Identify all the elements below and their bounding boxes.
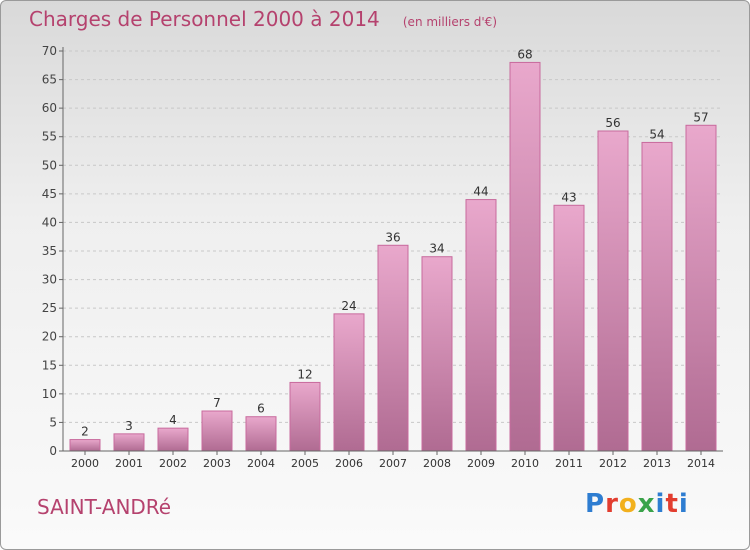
- bar: [421, 256, 453, 452]
- x-tick-label: 2014: [687, 457, 715, 470]
- x-tick-label: 2013: [643, 457, 671, 470]
- bar: [333, 313, 365, 452]
- x-tick-label: 2005: [291, 457, 319, 470]
- bar: [289, 381, 321, 452]
- x-tick-label: 2008: [423, 457, 451, 470]
- y-tick-label: 30: [42, 273, 57, 287]
- proxiti-logo: Proxiti: [585, 489, 689, 519]
- data-label: 6: [257, 402, 265, 416]
- y-tick-label: 5: [49, 415, 57, 429]
- y-tick-label: 35: [42, 244, 57, 258]
- bar: [685, 124, 717, 452]
- x-tick-label: 2006: [335, 457, 363, 470]
- bar: [377, 244, 409, 452]
- data-label: 36: [385, 230, 400, 244]
- data-label: 54: [649, 127, 664, 141]
- x-tick-label: 2000: [71, 457, 99, 470]
- y-tick-label: 25: [42, 301, 57, 315]
- y-tick-label: 10: [42, 387, 57, 401]
- bar: [201, 410, 233, 452]
- bar: [465, 199, 497, 452]
- y-tick-label: 45: [42, 187, 57, 201]
- y-tick-label: 70: [42, 44, 57, 58]
- x-tick-label: 2009: [467, 457, 495, 470]
- x-tick-label: 2010: [511, 457, 539, 470]
- data-label: 2: [81, 425, 89, 439]
- logo-letter: P: [585, 489, 606, 519]
- place-name: SAINT-ANDRé: [37, 495, 172, 519]
- data-label: 4: [169, 413, 177, 427]
- bar: [597, 130, 629, 452]
- logo-letter: o: [618, 489, 638, 519]
- chart-title: Charges de Personnel 2000 à 2014: [29, 7, 380, 31]
- bar: [157, 427, 189, 452]
- y-tick-label: 50: [42, 158, 57, 172]
- logo-letter: r: [605, 489, 619, 519]
- data-label: 3: [125, 419, 133, 433]
- y-tick-label: 65: [42, 73, 57, 87]
- y-tick-label: 55: [42, 130, 57, 144]
- data-label: 57: [693, 110, 708, 124]
- bar: [509, 61, 541, 452]
- x-tick-label: 2001: [115, 457, 143, 470]
- data-label: 12: [297, 367, 312, 381]
- y-tick-label: 20: [42, 330, 57, 344]
- bar: [245, 416, 277, 452]
- title-row: Charges de Personnel 2000 à 2014 (en mil…: [29, 7, 497, 31]
- chart-subtitle: (en milliers d'€): [402, 15, 497, 29]
- logo-letter: i: [678, 489, 689, 519]
- y-tick-label: 40: [42, 215, 57, 229]
- data-label: 34: [429, 242, 444, 256]
- data-label: 43: [561, 190, 576, 204]
- bar: [641, 141, 673, 452]
- y-tick-label: 15: [42, 358, 57, 372]
- bar: [113, 433, 145, 452]
- x-tick-label: 2011: [555, 457, 583, 470]
- logo-letter: i: [655, 489, 666, 519]
- x-tick-label: 2003: [203, 457, 231, 470]
- data-label: 56: [605, 116, 620, 130]
- data-label: 7: [213, 396, 221, 410]
- y-tick-label: 0: [49, 444, 57, 458]
- bars: [69, 61, 717, 452]
- bar: [69, 439, 101, 452]
- logo-letter: x: [637, 489, 656, 519]
- axes: 0 5 10 15 20 25 30 35 40 45 50 55 60 65 70 2000 2001 2002…: [42, 44, 723, 470]
- data-label: 24: [341, 299, 356, 313]
- x-tick-label: 2007: [379, 457, 407, 470]
- bar: [553, 204, 585, 452]
- logo-letter: t: [665, 489, 679, 519]
- y-tick-label: 60: [42, 101, 57, 115]
- x-tick-label: 2002: [159, 457, 187, 470]
- x-tick-label: 2012: [599, 457, 627, 470]
- data-label: 44: [473, 185, 488, 199]
- x-tick-label: 2004: [247, 457, 275, 470]
- data-label: 68: [517, 47, 532, 61]
